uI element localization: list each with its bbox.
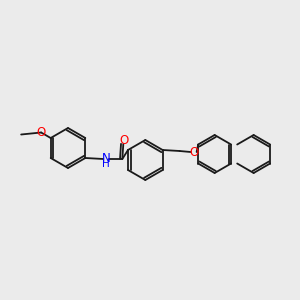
Text: H: H <box>102 159 110 169</box>
Text: O: O <box>37 126 46 139</box>
Text: N: N <box>102 152 111 166</box>
Text: O: O <box>120 134 129 146</box>
Text: O: O <box>189 146 198 158</box>
